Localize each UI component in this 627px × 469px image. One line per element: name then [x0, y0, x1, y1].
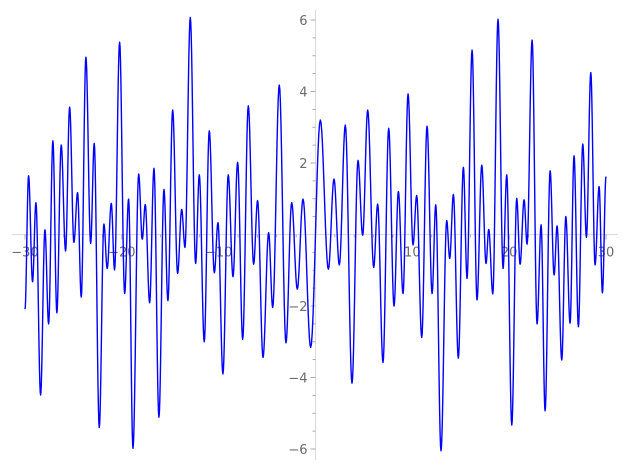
x-tick-label: 10 [404, 246, 421, 261]
y-tick-label: 4 [299, 86, 307, 101]
series-line [24, 16, 607, 452]
x-tick-label: −20 [108, 246, 135, 261]
y-tick-label: 6 [299, 14, 307, 29]
y-tick-label: −6 [288, 443, 307, 458]
y-tick-label: −2 [288, 300, 307, 315]
y-tick-label: 2 [299, 157, 307, 172]
y-tick-label: −4 [288, 372, 307, 387]
x-tick-label: 30 [598, 246, 615, 261]
